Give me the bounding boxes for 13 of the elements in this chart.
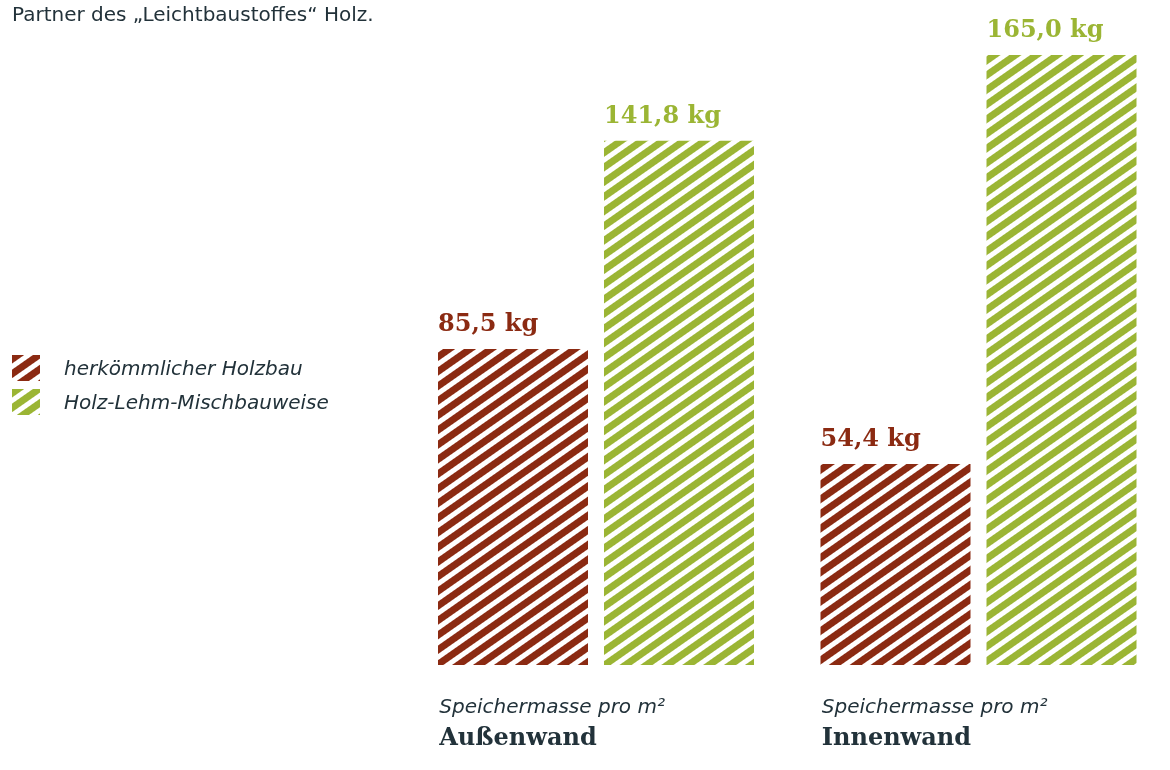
data-label: 85,5 kg <box>438 307 539 337</box>
data-label: 54,4 kg <box>820 422 921 452</box>
bar <box>986 55 1137 665</box>
bar <box>604 140 754 665</box>
data-label: 165,0 kg <box>986 14 1104 43</box>
x-tick-label: Speichermasse pro m² Außenwand <box>438 694 665 751</box>
bar <box>438 348 588 665</box>
data-label: 141,8 kg <box>604 99 722 129</box>
legend-label: herkömmlicher Holzbau <box>64 356 303 380</box>
x-tick-label: Speichermasse pro m² Innenwand <box>821 694 1048 751</box>
text: Partner des „Leichtbaustoffes“ Holz. <box>12 2 374 26</box>
legend-label: Holz-Lehm-Mischbauweise <box>64 390 329 414</box>
bar <box>820 463 971 665</box>
